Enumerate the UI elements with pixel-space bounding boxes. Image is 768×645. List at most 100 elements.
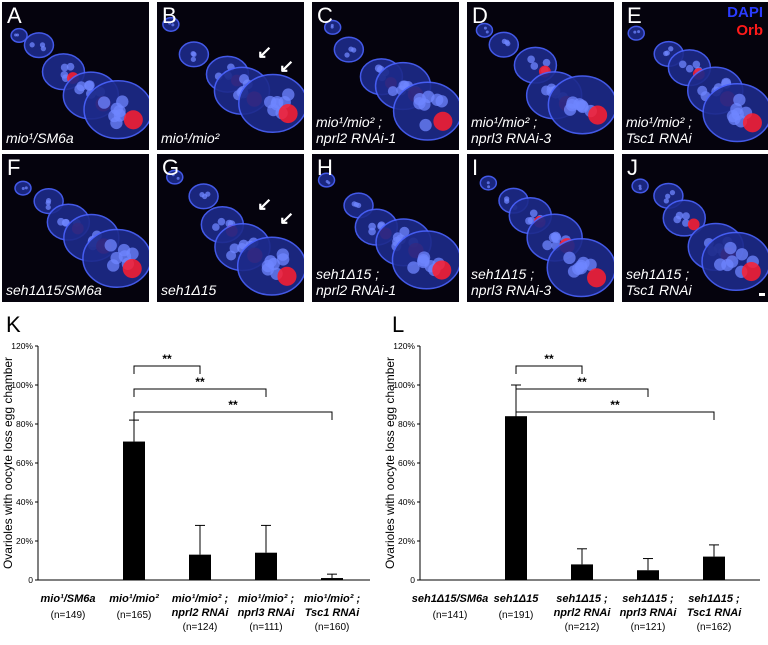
panel-letter: G bbox=[162, 155, 180, 180]
arrow-icon: ↙ bbox=[257, 194, 273, 214]
significance-bracket bbox=[133, 388, 267, 397]
nucleus bbox=[682, 212, 690, 220]
category-label: mio¹/SM6a bbox=[40, 593, 95, 605]
panel-letter: B bbox=[162, 3, 177, 28]
category-n: (n=111) bbox=[249, 622, 282, 633]
bar bbox=[123, 441, 145, 580]
panel-letter: I bbox=[472, 155, 479, 180]
nucleus bbox=[171, 173, 175, 177]
nucleus bbox=[550, 231, 561, 242]
nucleus bbox=[24, 186, 28, 190]
nucleus bbox=[110, 102, 123, 115]
nucleus bbox=[66, 62, 75, 71]
oocyte-orb-signal bbox=[122, 259, 142, 279]
nucleus bbox=[190, 56, 196, 62]
panel-letter: E bbox=[627, 3, 642, 28]
panel-genotype: seh1Δ15 ; nprl3 RNAi-3 bbox=[471, 266, 552, 298]
category-label: mio¹/mio² ; bbox=[238, 593, 295, 605]
nucleus bbox=[638, 184, 642, 188]
nucleus bbox=[176, 176, 180, 180]
nucleus bbox=[57, 217, 65, 226]
nucleus bbox=[668, 46, 674, 52]
category-n: (n=149) bbox=[51, 610, 86, 621]
egg-chamber bbox=[10, 27, 28, 43]
oocyte-orb-signal bbox=[277, 266, 297, 286]
ovariole-image bbox=[479, 175, 614, 298]
nucleus bbox=[351, 201, 357, 207]
nucleus bbox=[104, 239, 117, 252]
panel-letter: H bbox=[317, 155, 333, 180]
oocyte-orb-signal bbox=[741, 262, 761, 282]
nucleus bbox=[576, 100, 589, 114]
nucleus bbox=[368, 227, 376, 236]
y-axis-label: Ovarioles with oocyte loss egg chamber bbox=[1, 357, 15, 569]
y-tick-label: 80% bbox=[398, 419, 415, 429]
category-label-2: nprl3 RNAi bbox=[620, 607, 678, 619]
category-label: seh1Δ15/SM6a bbox=[412, 593, 488, 605]
ovariole-image bbox=[14, 180, 149, 289]
y-tick-label: 100% bbox=[11, 380, 33, 390]
significance-bracket bbox=[515, 365, 583, 374]
category-n: (n=160) bbox=[315, 622, 350, 633]
egg-chamber bbox=[162, 16, 180, 32]
significance-bracket bbox=[515, 388, 649, 397]
nucleus bbox=[563, 251, 576, 265]
egg-chamber bbox=[475, 22, 494, 38]
arrow-icon: ↙ bbox=[279, 208, 295, 228]
nucleus bbox=[685, 64, 694, 73]
panel-genotype: mio¹/mio² ; Tsc1 RNAi bbox=[626, 114, 693, 146]
y-tick-label: 40% bbox=[16, 497, 33, 507]
nucleus bbox=[117, 243, 131, 257]
nucleus bbox=[271, 95, 284, 109]
nucleus bbox=[407, 261, 420, 274]
y-tick-label: 40% bbox=[398, 497, 415, 507]
oocyte-orb-signal bbox=[587, 268, 607, 288]
significance-bracket bbox=[133, 411, 333, 420]
nucleus bbox=[733, 93, 746, 107]
category-label: seh1Δ15 ; bbox=[556, 593, 608, 605]
nucleus bbox=[84, 80, 95, 91]
panel-genotype: seh1Δ15 bbox=[161, 282, 217, 298]
nucleus bbox=[399, 226, 410, 237]
category-n: (n=191) bbox=[499, 610, 534, 621]
oocyte-orb-signal bbox=[433, 111, 453, 131]
nucleus bbox=[419, 118, 432, 132]
nucleus bbox=[74, 84, 85, 95]
y-tick-label: 120% bbox=[393, 341, 415, 351]
y-tick-label: 120% bbox=[11, 341, 33, 351]
panel-genotype: seh1Δ15/SM6a bbox=[6, 282, 102, 298]
nucleus bbox=[735, 248, 749, 261]
panel-genotype: mio¹/mio² bbox=[161, 130, 220, 146]
nucleus bbox=[355, 202, 362, 209]
egg-chamber bbox=[23, 32, 55, 59]
category-label: seh1Δ15 ; bbox=[622, 593, 674, 605]
oocyte-orb-signal bbox=[123, 110, 143, 130]
nucleus bbox=[418, 98, 431, 111]
nucleus bbox=[584, 258, 597, 271]
nucleus bbox=[327, 181, 331, 185]
panel-genotype: seh1Δ15 ; Tsc1 RNAi bbox=[626, 266, 692, 298]
category-label: seh1Δ15 ; bbox=[688, 593, 740, 605]
nucleus bbox=[435, 95, 448, 108]
category-label-2: Tsc1 RNAi bbox=[305, 607, 361, 619]
significance-bracket bbox=[133, 365, 201, 374]
nucleus bbox=[638, 187, 642, 191]
panel-genotype: mio¹/SM6a bbox=[6, 130, 74, 146]
nucleus bbox=[530, 62, 539, 70]
nucleus bbox=[574, 259, 588, 273]
nucleus bbox=[542, 58, 551, 67]
y-tick-label: 80% bbox=[16, 419, 33, 429]
category-n: (n=212) bbox=[565, 622, 600, 633]
legend-dapi: DAPI bbox=[727, 4, 763, 21]
y-tick-label: 20% bbox=[398, 536, 415, 546]
nucleus bbox=[501, 38, 508, 45]
oocyte-orb-signal bbox=[687, 218, 700, 231]
nucleus bbox=[21, 186, 25, 190]
egg-chamber bbox=[166, 169, 184, 185]
nucleus bbox=[663, 198, 669, 204]
panel-letter: F bbox=[7, 155, 21, 180]
